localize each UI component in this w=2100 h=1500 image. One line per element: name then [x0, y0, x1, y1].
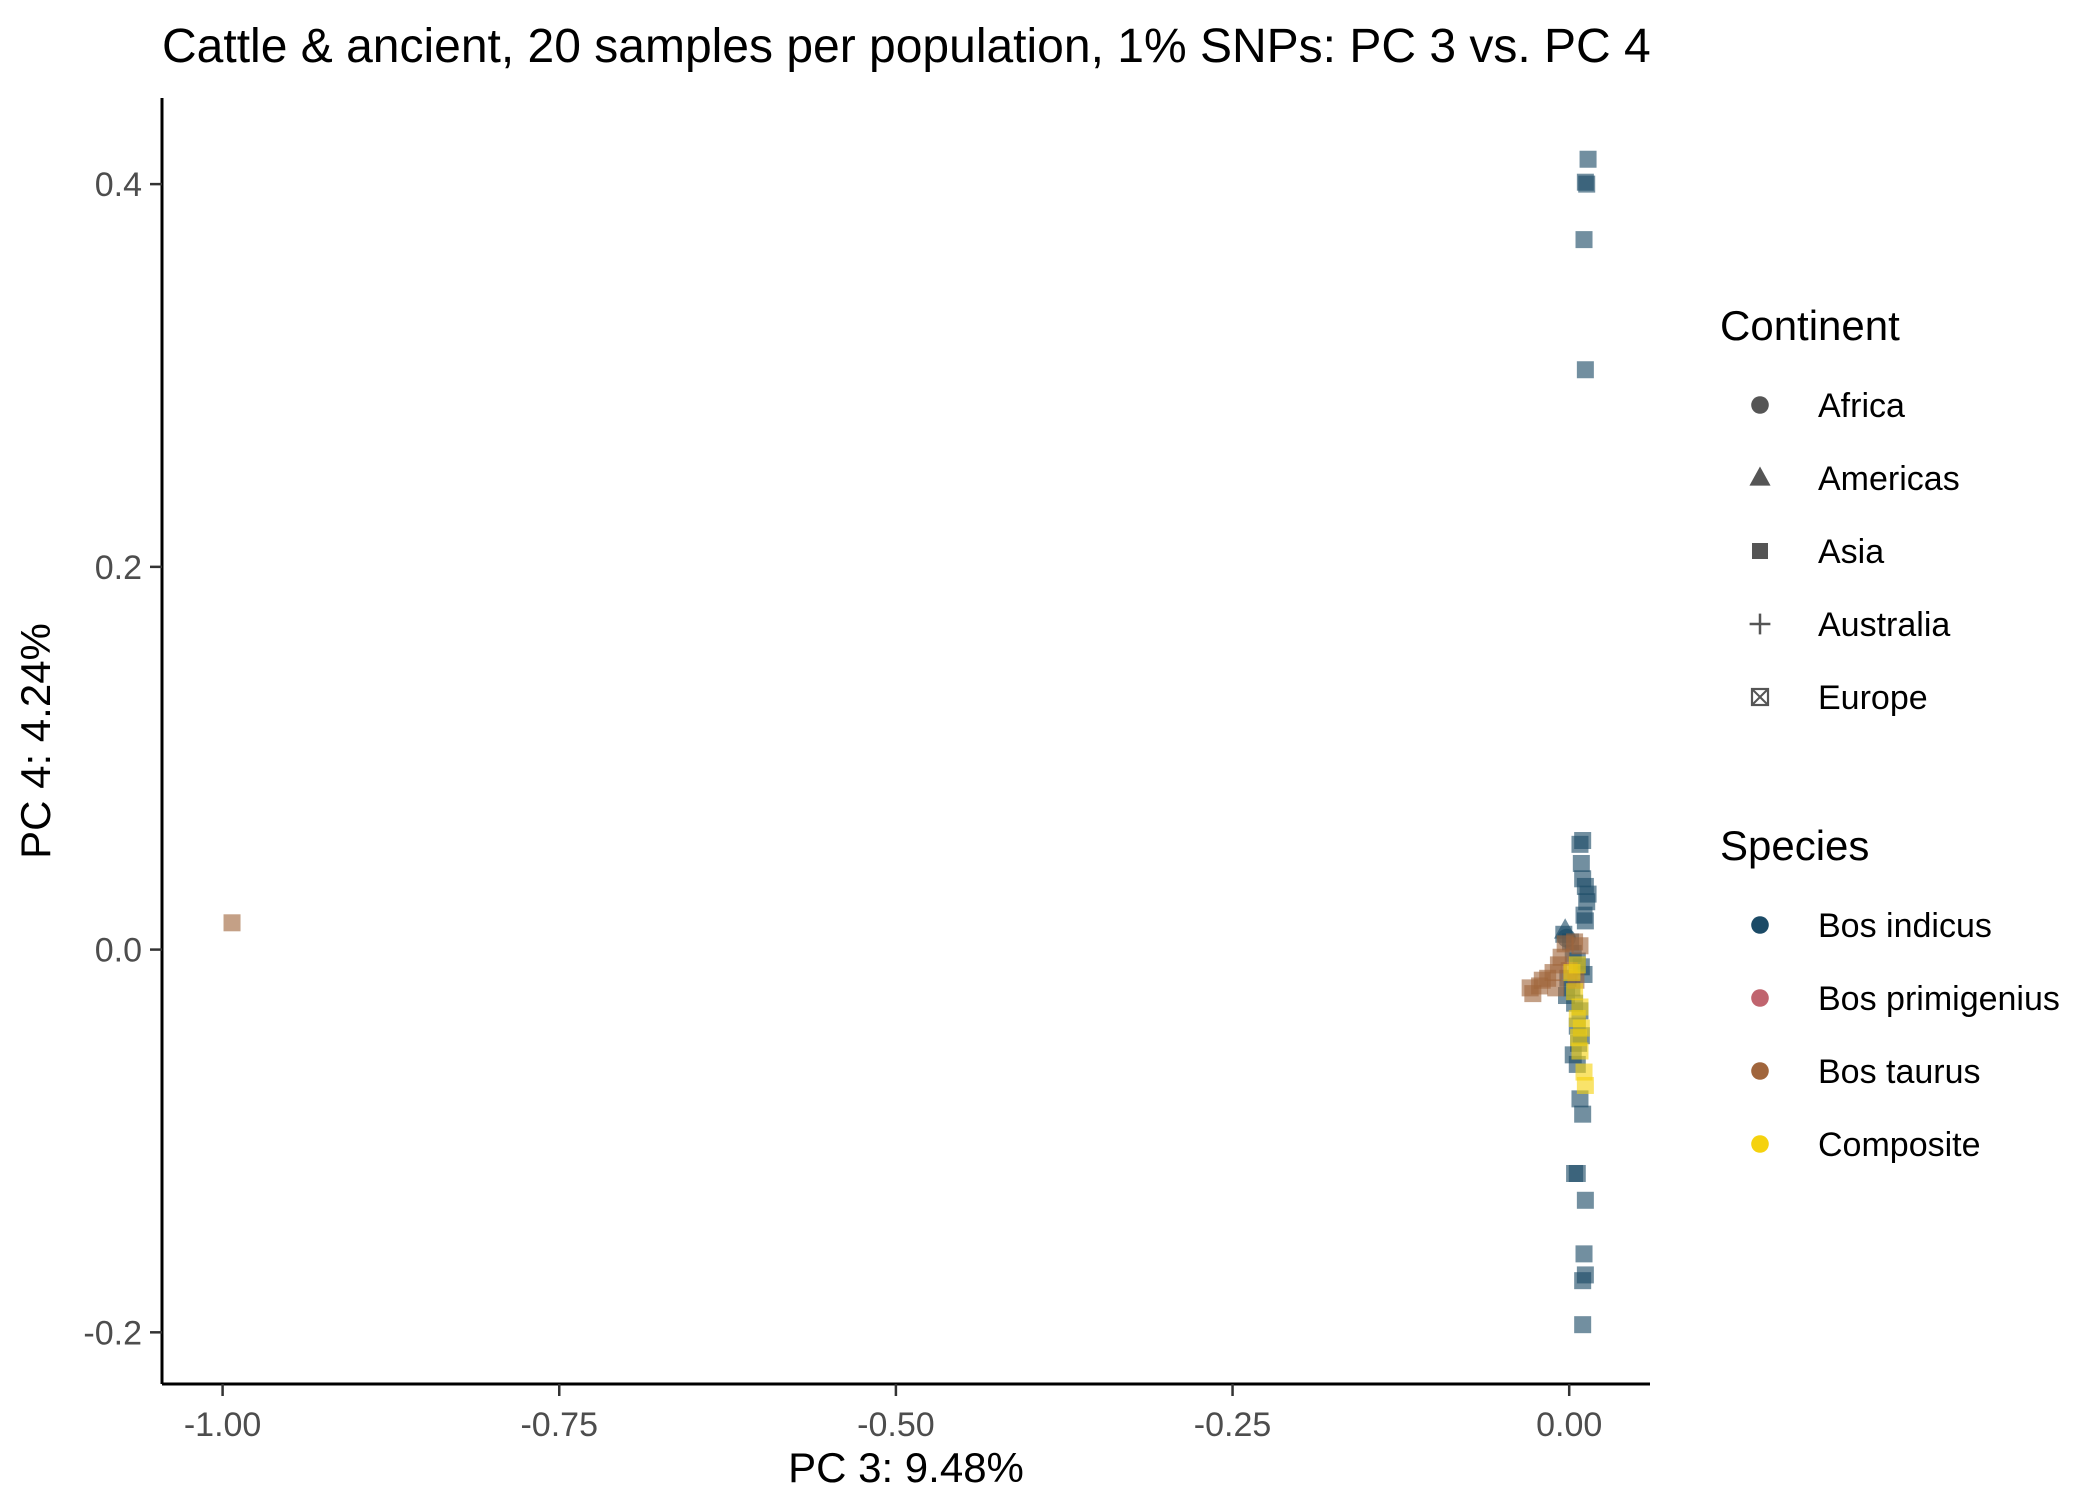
x-tick-label: -0.50	[857, 1406, 935, 1444]
x-tick-label: 0.00	[1536, 1406, 1602, 1444]
legend-label-africa: Africa	[1818, 387, 1905, 425]
legend-label-composite: Composite	[1818, 1126, 1981, 1164]
legend-label-bos-primigenius: Bos primigenius	[1818, 980, 2060, 1018]
point-bos-indicus-32	[1571, 1090, 1589, 1108]
point-bos-taurus-11	[1571, 937, 1589, 955]
x-axis-title: PC 3: 9.48%	[788, 1444, 1024, 1491]
y-tick-label: 0.0	[95, 932, 142, 970]
points-layer	[223, 150, 1597, 1334]
legend-key-africa	[1751, 396, 1769, 414]
x-tick-label: -0.75	[520, 1406, 598, 1444]
point-bos-indicus-37	[1575, 1245, 1593, 1263]
x-tick-label: -1.00	[184, 1406, 262, 1444]
legend-label-bos-taurus: Bos taurus	[1818, 1053, 1981, 1091]
x-axis-ticks: -1.00 -0.75 -0.50 -0.25 0.00	[184, 1384, 1602, 1444]
legend-title-species: Species	[1720, 822, 1869, 869]
point-bos-indicus-36	[1576, 1191, 1594, 1209]
y-tick-label: 0.2	[95, 549, 142, 587]
point-bos-taurus-8	[1552, 948, 1570, 966]
point-bos-taurus-0	[223, 914, 241, 932]
legend-label-europe: Europe	[1818, 679, 1928, 717]
x-tick-label: -0.25	[1194, 1406, 1272, 1444]
point-bos-indicus-4	[1576, 361, 1594, 379]
y-axis-ticks: -0.2 0.0 0.2 0.4	[83, 166, 162, 1352]
point-bos-indicus-6	[1571, 835, 1589, 853]
y-tick-label: 0.4	[95, 166, 142, 204]
legend: Continent Africa Americas Asia Australia Euro…	[1720, 302, 2060, 1164]
point-composite-2	[1566, 983, 1584, 1001]
legend-key-composite	[1751, 1135, 1769, 1153]
legend-key-asia	[1752, 543, 1768, 559]
point-bos-indicus-40	[1574, 1316, 1592, 1334]
point-bos-indicus-33	[1574, 1105, 1592, 1123]
legend-key-americas	[1749, 466, 1771, 486]
point-composite-6	[1570, 1029, 1588, 1047]
y-axis-title: PC 4: 4.24%	[12, 623, 59, 859]
legend-key-australia	[1749, 613, 1771, 635]
point-bos-indicus-2	[1578, 175, 1596, 193]
point-bos-indicus-0	[1579, 150, 1597, 168]
legend-key-europe	[1750, 687, 1770, 707]
point-composite-9	[1576, 1076, 1594, 1094]
point-bos-indicus-39	[1574, 1272, 1592, 1290]
point-bos-indicus-7	[1572, 854, 1590, 872]
point-bos-indicus-35	[1568, 1164, 1586, 1182]
legend-label-americas: Americas	[1818, 460, 1960, 498]
point-composite-1	[1568, 956, 1586, 974]
legend-key-bos-primigenius	[1751, 989, 1769, 1007]
chart-title: Cattle & ancient, 20 samples per populat…	[162, 20, 1651, 73]
point-bos-indicus-13	[1576, 912, 1594, 930]
legend-key-bos-taurus	[1751, 1062, 1769, 1080]
legend-label-bos-indicus: Bos indicus	[1818, 907, 1992, 945]
point-bos-indicus-11	[1578, 893, 1596, 911]
point-bos-taurus-12	[1547, 979, 1565, 997]
legend-label-australia: Australia	[1818, 606, 1950, 644]
legend-key-bos-indicus	[1751, 916, 1769, 934]
point-bos-indicus-3	[1575, 231, 1593, 249]
legend-title-continent: Continent	[1720, 302, 1900, 349]
point-composite-7	[1571, 1042, 1589, 1060]
point-composite-8	[1575, 1063, 1593, 1081]
y-tick-label: -0.2	[83, 1314, 142, 1352]
legend-label-asia: Asia	[1818, 533, 1884, 571]
